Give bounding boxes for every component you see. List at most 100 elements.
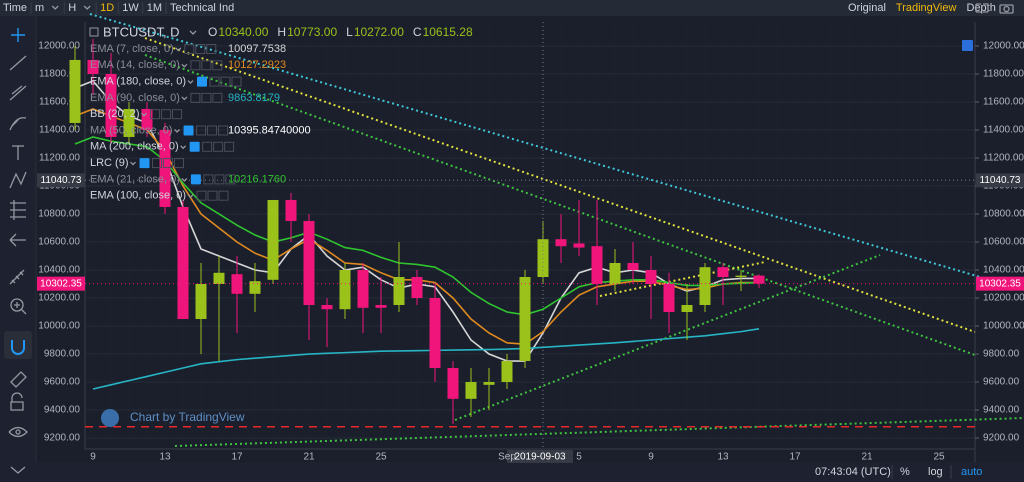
y-tick-label: 10600.00 (38, 237, 80, 248)
indicator-value: 10127.2923 (228, 59, 286, 71)
indicator-action[interactable] (224, 141, 235, 152)
x-tick-label: 21 (861, 452, 873, 463)
indicator-action[interactable] (220, 76, 231, 87)
indicator-settings[interactable] (189, 141, 200, 152)
indicator-name: MA (50, close, 0) (90, 124, 173, 136)
indicator-settings[interactable] (183, 125, 194, 136)
indicator-dropdown[interactable] (174, 129, 181, 133)
indicator-action[interactable] (201, 60, 212, 71)
x-tick-label: 13 (717, 452, 729, 463)
indicator-line (92, 328, 760, 390)
candle-body (753, 275, 765, 284)
x-tick-label: 17 (789, 452, 801, 463)
indicator-action[interactable] (212, 60, 223, 71)
zoom-tool[interactable] (10, 298, 24, 312)
ohlc-readout: O 10340.00 H 10773.00 L 10272.00 C 10615.28 (208, 25, 473, 39)
toolbar-button[interactable]: Time (3, 2, 27, 14)
indicator-action[interactable] (190, 92, 201, 103)
indicator-action[interactable] (231, 76, 242, 87)
y-tick-label-right: 10400.00 (983, 265, 1024, 276)
indicator-action[interactable] (163, 158, 174, 169)
hide-tool[interactable] (8, 426, 28, 438)
indicator-action[interactable] (202, 141, 213, 152)
indicator-action[interactable] (214, 174, 225, 185)
brush-tool[interactable] (9, 117, 27, 131)
indicator-action[interactable] (213, 141, 224, 152)
indicator-action[interactable] (172, 109, 183, 120)
indicator-dropdown[interactable] (187, 194, 194, 199)
indicator-settings[interactable] (197, 76, 207, 87)
indicator-action[interactable] (209, 76, 220, 87)
indicator-dropdown[interactable] (181, 63, 188, 68)
indicator-settings[interactable] (139, 158, 150, 169)
indicator-action[interactable] (212, 92, 223, 103)
lock-tool[interactable] (10, 371, 27, 388)
title-dropdown[interactable] (189, 30, 197, 35)
candle-body (303, 220, 315, 306)
indicator-name: BB (20, 2) (90, 108, 140, 120)
percent-toggle[interactable]: % (900, 466, 910, 478)
indicator-action[interactable] (203, 174, 214, 185)
measure-tool[interactable] (9, 269, 25, 285)
indicator-dropdown[interactable] (141, 112, 147, 117)
pattern-tool[interactable] (9, 171, 27, 189)
toolbar-button[interactable]: TradingView (896, 2, 957, 14)
indicator-dropdown[interactable] (181, 177, 188, 182)
indicator-action[interactable] (190, 60, 201, 71)
chart-title: BTCUSDT, D (103, 24, 180, 39)
indicator-action[interactable] (207, 125, 218, 136)
pitchfork-tool[interactable] (9, 85, 27, 101)
lock-drawings-tool[interactable] (10, 392, 24, 411)
indicator-action[interactable] (152, 158, 163, 169)
auto-toggle[interactable]: auto (961, 466, 982, 478)
text-tool[interactable] (12, 145, 24, 160)
indicator-dropdown[interactable] (130, 161, 136, 166)
indicator-settings[interactable] (190, 174, 201, 185)
x-tick-label: 9 (90, 452, 96, 463)
magnet-tool-bg[interactable] (4, 331, 32, 359)
toolbar-button[interactable]: 1M (147, 2, 162, 14)
indicator-dropdown[interactable] (175, 47, 182, 52)
crosshair-tool[interactable] (11, 28, 25, 42)
toolbar-button[interactable]: Original (848, 2, 886, 14)
indicator-dropdown[interactable] (180, 145, 187, 150)
indicator-action[interactable] (161, 109, 172, 120)
toolbar-button[interactable]: m (35, 2, 44, 14)
info-badge[interactable] (962, 40, 973, 51)
toolbar-button[interactable]: Technical Ind (170, 2, 234, 14)
indicator-action[interactable] (196, 190, 207, 201)
trendline-bottom (174, 417, 1024, 447)
trendline-tool[interactable] (9, 55, 27, 71)
indicator-value: 10216.1760 (228, 173, 286, 185)
log-toggle[interactable]: log (928, 466, 943, 478)
indicator-action[interactable] (201, 92, 212, 103)
indicator-action[interactable] (174, 158, 185, 169)
toolbar-button[interactable]: 1W (122, 2, 139, 14)
indicator-action[interactable] (218, 190, 229, 201)
y-tick-label-right: 10800.00 (983, 209, 1024, 220)
screenshot-icon[interactable] (999, 4, 1014, 14)
ohlc-value: 10272.00 (354, 25, 404, 39)
toolbar-button[interactable]: Depth (966, 2, 995, 14)
indicator-dropdown[interactable] (181, 96, 188, 101)
indicator-action[interactable] (207, 190, 218, 201)
toolbar-right: Original TradingView Depth (848, 2, 996, 14)
indicator-action[interactable] (218, 125, 229, 136)
indicator-action[interactable] (206, 44, 217, 54)
indicator-action[interactable] (184, 44, 195, 54)
indicator-action[interactable] (195, 44, 206, 54)
price-markers: 11040.73 11040.73 10302.35 10302.35 2019-09-… (37, 22, 1024, 463)
icons-tool[interactable] (9, 233, 26, 247)
indicator-action[interactable] (150, 109, 161, 120)
toolbar-button[interactable]: 1D (100, 2, 114, 14)
collapse-toolbar[interactable] (10, 466, 26, 474)
fullscreen-icon[interactable] (975, 3, 989, 13)
candle-body (339, 269, 351, 310)
prediction-tool[interactable] (10, 200, 26, 220)
indicator-action[interactable] (225, 174, 236, 185)
indicator-action[interactable] (196, 125, 207, 136)
indicator-dropdown[interactable] (187, 80, 194, 85)
indicator-value: 10097.7538 (228, 43, 286, 55)
toolbar-button[interactable]: H (68, 2, 76, 14)
